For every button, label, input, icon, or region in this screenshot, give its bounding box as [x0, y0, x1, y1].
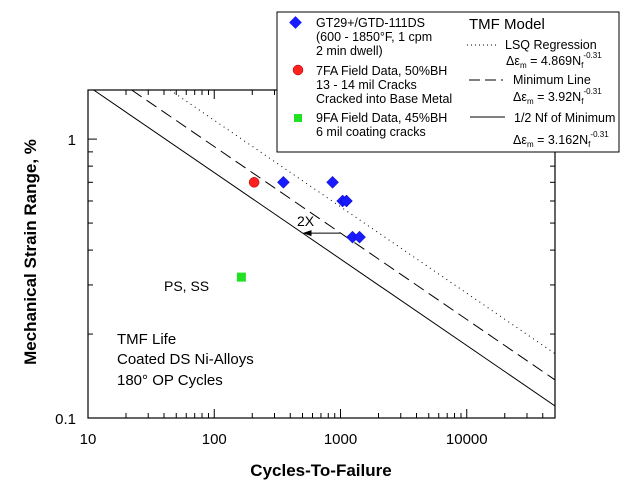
x-tick-label: 1000 — [324, 431, 357, 448]
data-point-square — [236, 272, 246, 282]
legend-half-label: 1/2 Nf of Minimum — [514, 111, 615, 125]
eq-mid: = 4.869N — [527, 54, 582, 68]
x-axis-title: Cycles-To-Failure — [250, 461, 391, 480]
legend-series-3-line-1: 9FA Field Data, 45%BH — [316, 111, 447, 125]
data-point-diamond — [340, 194, 353, 208]
legend-lsq-label: LSQ Regression — [505, 38, 597, 52]
annotation-tmf-life: TMF Life — [117, 331, 176, 348]
eq-sup: -0.31 — [583, 87, 602, 96]
legend: GT29+/GTD-111DS (600 - 1850°F, 1 cpm 2 m… — [276, 11, 620, 153]
eq-sub2: f — [581, 97, 584, 106]
legend-series-2-line-1: 7FA Field Data, 50%BH — [316, 64, 447, 78]
arrow-head — [302, 230, 312, 237]
legend-half-equation: Δεm = 3.162Nf-0.31 — [513, 130, 609, 149]
model-line-dashed — [131, 90, 555, 381]
data-point-diamond — [353, 230, 366, 244]
legend-lsq-equation: Δεm = 4.869Nf-0.31 — [506, 51, 602, 70]
legend-series-3-line-2: 6 mil coating cracks — [316, 125, 426, 139]
legend-circle-marker — [292, 64, 304, 76]
y-axis-title: Mechanical Strain Range, % — [21, 139, 40, 365]
eq-sub: m — [520, 61, 527, 70]
eq-sup: -0.31 — [583, 51, 602, 60]
eq-sup: -0.31 — [590, 130, 609, 139]
legend-diamond-marker — [289, 16, 302, 29]
legend-series-2-line-2: 13 - 14 mil Cracks — [316, 78, 417, 92]
model-line-solid — [93, 90, 555, 407]
eq-prefix: Δε — [513, 90, 527, 104]
legend-minimum-equation: Δεm = 3.92Nf-0.31 — [513, 87, 602, 106]
legend-series-1-line-3: 2 min dwell) — [316, 44, 383, 58]
x-tick-label: 100 — [202, 431, 227, 448]
y-tick-label: 1 — [68, 132, 76, 149]
annotation-op-cycles: 180° OP Cycles — [117, 372, 223, 389]
annotation-2x: 2X — [297, 213, 315, 229]
plot-area: 10 100 1000 10000 0.1 1 — [55, 89, 556, 448]
data-point-diamond — [277, 175, 290, 189]
x-tick-label: 10 — [80, 431, 97, 448]
eq-sub: m — [527, 97, 534, 106]
annotation-ps-ss: PS, SS — [164, 278, 209, 294]
legend-box — [276, 11, 620, 153]
eq-prefix: Δε — [506, 54, 520, 68]
eq-sub2: f — [588, 140, 591, 149]
eq-mid: = 3.92N — [534, 90, 582, 104]
legend-minimum-label: Minimum Line — [513, 73, 591, 87]
eq-prefix: Δε — [513, 133, 527, 147]
eq-sub: m — [527, 140, 534, 149]
legend-model-title: TMF Model — [469, 16, 545, 33]
legend-series-2-line-3: Cracked into Base Metal — [316, 92, 452, 106]
legend-series-1-line-2: (600 - 1850°F, 1 cpm — [316, 30, 432, 44]
x-tick-label: 10000 — [446, 431, 488, 448]
y-tick-label: 0.1 — [55, 411, 76, 428]
data-point-diamond — [326, 175, 339, 189]
eq-mid: = 3.162N — [534, 133, 589, 147]
data-point-circle — [248, 177, 260, 188]
legend-square-marker — [294, 114, 302, 122]
eq-sub2: f — [581, 61, 584, 70]
legend-series-1-line-1: GT29+/GTD-111DS — [316, 16, 425, 30]
annotation-coated-ds: Coated DS Ni-Alloys — [117, 351, 254, 368]
